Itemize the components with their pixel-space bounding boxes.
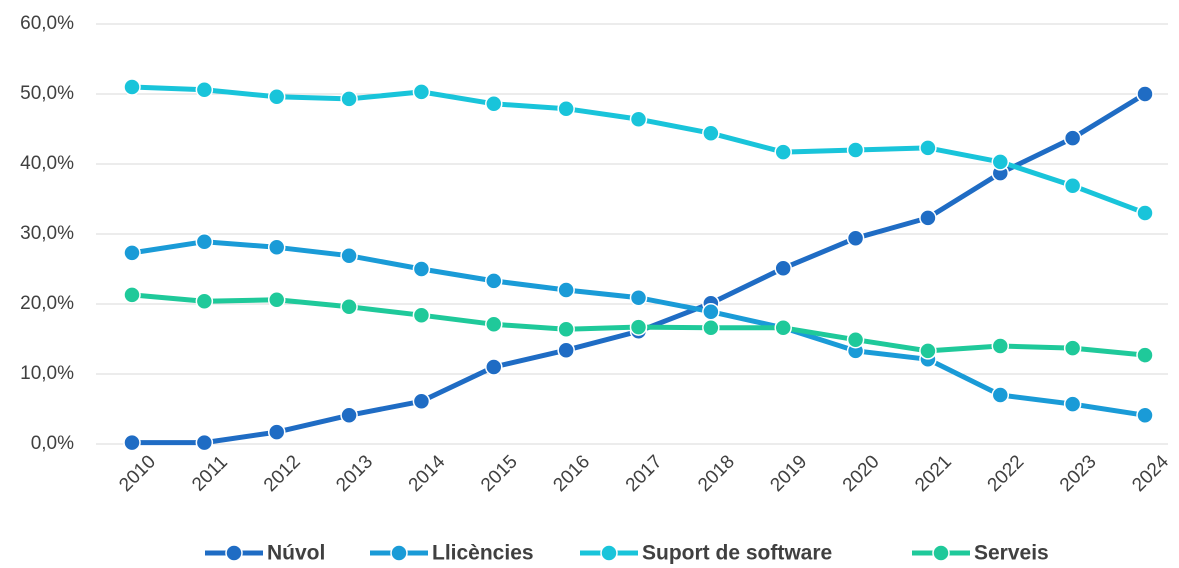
data-point <box>267 238 286 257</box>
data-point <box>340 90 358 108</box>
x-tick-label: 2019 <box>766 451 811 496</box>
legend-marker <box>600 544 618 562</box>
x-tick-label: 2014 <box>405 451 450 496</box>
data-point <box>702 319 720 337</box>
data-point <box>412 306 431 324</box>
data-point <box>846 229 865 247</box>
y-tick-label: 0,0% <box>31 433 74 454</box>
data-point <box>991 153 1010 171</box>
legend-label: Núvol <box>267 542 325 565</box>
data-point <box>1136 204 1154 222</box>
x-tick-label: 2010 <box>115 451 160 496</box>
data-point <box>123 433 141 452</box>
data-point <box>267 88 286 106</box>
data-point <box>340 246 358 265</box>
x-tick-label: 2021 <box>911 451 956 496</box>
series-line <box>131 84 1146 216</box>
data-point <box>919 209 937 227</box>
x-tick-label: 2016 <box>549 451 594 496</box>
data-point <box>1136 406 1154 425</box>
y-tick-label: 20,0% <box>20 293 74 314</box>
data-point <box>919 342 937 360</box>
data-point <box>702 302 720 321</box>
data-point <box>195 81 214 99</box>
legend-marker <box>390 544 408 562</box>
x-tick-label: 2011 <box>188 452 232 496</box>
data-point <box>629 110 648 128</box>
data-point <box>412 83 431 101</box>
data-point <box>774 319 792 337</box>
x-tick-label: 2012 <box>260 451 305 496</box>
data-point <box>267 423 286 441</box>
data-point <box>991 337 1010 355</box>
x-tick-label: 2015 <box>477 451 522 496</box>
x-tick-label: 2024 <box>1128 451 1173 496</box>
data-point <box>629 318 648 336</box>
data-point <box>557 281 575 299</box>
x-tick-label: 2020 <box>839 451 884 496</box>
data-point <box>412 392 431 411</box>
y-tick-label: 30,0% <box>20 223 74 244</box>
data-point <box>919 139 937 157</box>
legend-item: Núvol <box>205 542 325 565</box>
legend-marker <box>225 544 243 562</box>
y-tick-label: 50,0% <box>20 83 74 104</box>
x-tick-label: 2017 <box>622 451 667 496</box>
legend-item: Suport de software <box>580 542 832 565</box>
data-point <box>774 143 792 161</box>
legend-item: Llicències <box>370 542 534 565</box>
y-tick-label: 40,0% <box>20 153 74 174</box>
data-point <box>267 291 286 309</box>
data-point <box>1063 395 1082 413</box>
data-point <box>846 141 865 159</box>
data-point <box>485 315 503 334</box>
data-point <box>557 341 575 359</box>
legend-item: Serveis <box>912 542 1049 565</box>
data-point <box>195 232 214 251</box>
data-point <box>195 433 214 452</box>
data-point <box>340 406 358 425</box>
data-point <box>1136 85 1154 103</box>
data-point <box>846 330 865 349</box>
data-point <box>195 292 214 310</box>
data-point <box>123 286 141 304</box>
data-point <box>485 358 503 376</box>
legend-label: Llicències <box>432 542 534 565</box>
y-tick-label: 60,0% <box>20 13 74 34</box>
data-point <box>557 320 575 338</box>
data-point <box>774 259 792 278</box>
data-point <box>123 78 141 96</box>
legend-label: Suport de software <box>642 542 832 565</box>
legend-label: Serveis <box>974 542 1049 565</box>
data-point <box>123 244 141 262</box>
x-tick-label: 2022 <box>984 451 1029 496</box>
x-tick-label: 2018 <box>694 451 739 496</box>
data-point <box>991 386 1010 404</box>
data-point <box>1063 176 1082 195</box>
data-point <box>702 124 720 142</box>
data-point <box>1136 346 1154 364</box>
data-point <box>557 99 575 118</box>
data-point <box>629 288 648 307</box>
x-tick-label: 2023 <box>1056 451 1101 496</box>
data-point <box>340 298 358 316</box>
data-point <box>1063 339 1082 357</box>
data-point <box>1063 129 1082 147</box>
y-tick-label: 10,0% <box>20 363 74 384</box>
legend-marker <box>932 544 950 562</box>
data-point <box>412 260 431 278</box>
data-point <box>485 272 503 290</box>
x-tick-label: 2013 <box>332 451 377 496</box>
data-point <box>485 95 503 113</box>
